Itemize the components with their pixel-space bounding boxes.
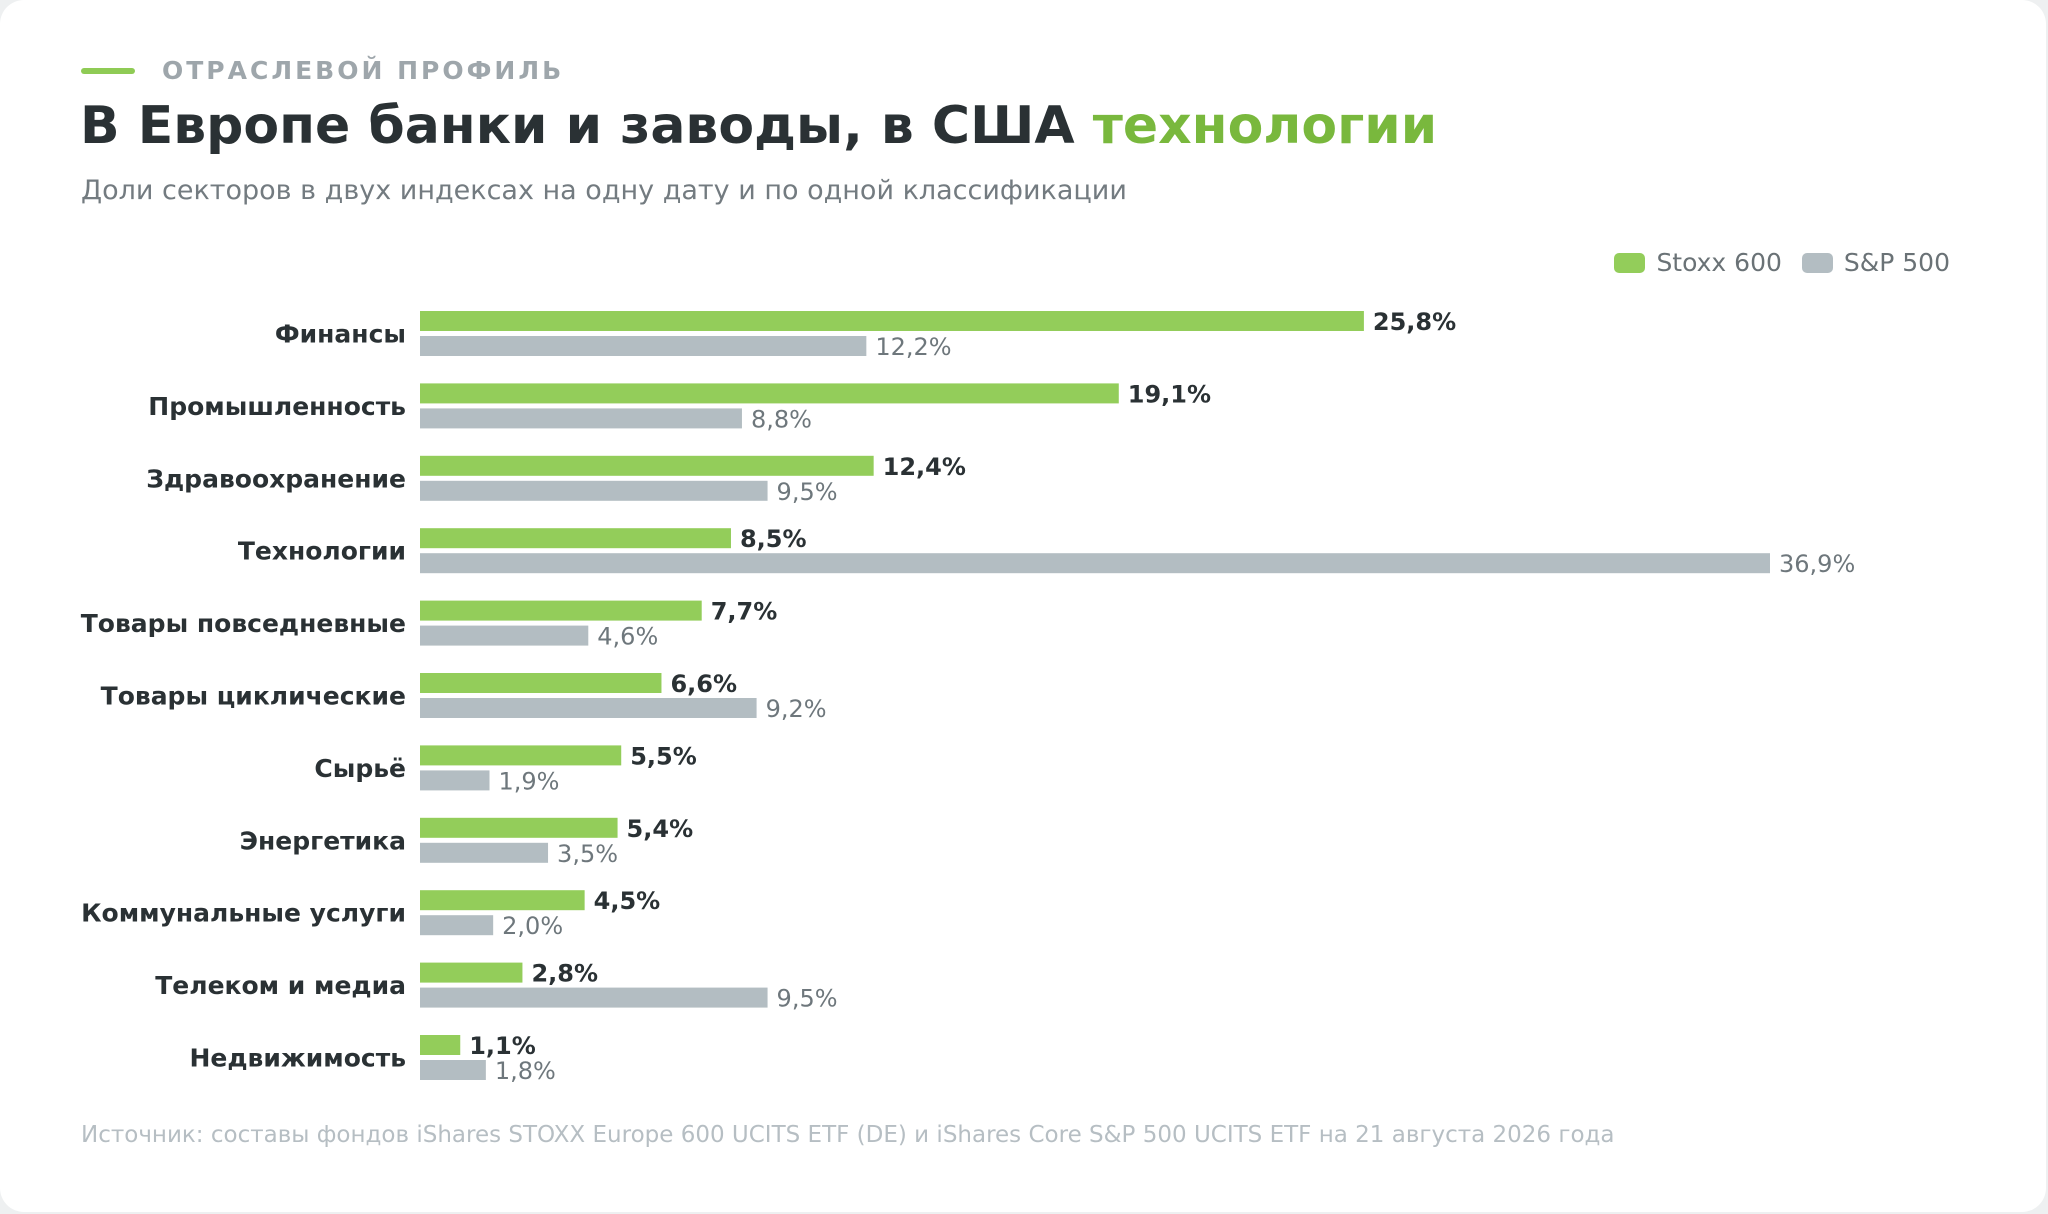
category-label: Недвижимость <box>189 1044 406 1073</box>
value-label-stoxx600: 7,7% <box>711 598 778 626</box>
value-label-sp500: 2,0% <box>502 912 563 940</box>
bar-stoxx600 <box>420 1035 461 1055</box>
chart-subtitle: Доли секторов в двух индексах на одну да… <box>81 175 1127 206</box>
bar-sp500 <box>420 842 549 863</box>
bar-sp500 <box>420 480 768 501</box>
legend-label-sp: S&P 500 <box>1843 248 1950 277</box>
title-main: В Европе банки и заводы, в США <box>80 96 1093 156</box>
value-label-sp500: 12,2% <box>875 333 951 361</box>
chart-legend: Stoxx 600 S&P 500 <box>1594 248 1950 277</box>
eyebrow-accent-line <box>81 67 135 74</box>
value-label-sp500: 36,9% <box>1779 550 1855 578</box>
value-label-sp500: 1,8% <box>495 1057 556 1085</box>
bar-stoxx600 <box>420 383 1119 404</box>
category-label: Сырьё <box>314 754 406 783</box>
legend-item-sp: S&P 500 <box>1801 248 1950 277</box>
value-label-sp500: 3,5% <box>557 840 618 868</box>
value-label-stoxx600: 2,8% <box>531 960 598 988</box>
category-label: Товары циклические <box>101 682 406 711</box>
value-label-stoxx600: 1,1% <box>469 1032 536 1060</box>
bar-sp500 <box>420 408 742 429</box>
bar-stoxx600 <box>420 817 618 838</box>
bar-stoxx600 <box>420 528 731 549</box>
category-label: Телеком и медиа <box>155 971 406 1000</box>
value-label-stoxx600: 5,5% <box>630 742 697 770</box>
eyebrow: ОТРАСЛЕВОЙ ПРОФИЛЬ <box>81 56 564 85</box>
category-label: Финансы <box>275 320 406 349</box>
category-label: Технологии <box>238 537 406 566</box>
legend-item-stoxx: Stoxx 600 <box>1614 248 1782 277</box>
category-label: Товары повседневные <box>81 609 406 638</box>
bar-sp500 <box>420 915 494 936</box>
value-label-stoxx600: 6,6% <box>670 670 737 698</box>
bar-stoxx600 <box>420 745 622 766</box>
title-accent: технологии <box>1092 96 1438 156</box>
bar-chart: Финансы 25,8% 12,2% Промышленность 19,1% 8,8%… <box>81 308 1856 1085</box>
value-label-sp500: 4,6% <box>597 623 658 651</box>
value-label-stoxx600: 4,5% <box>594 887 661 915</box>
source-note: Источник: составы фондов iShares STOXX E… <box>81 1122 1615 1148</box>
value-label-stoxx600: 12,4% <box>883 453 966 481</box>
category-label: Здравоохранение <box>146 464 406 493</box>
legend-swatch-stoxx <box>1614 252 1646 273</box>
bar-sp500 <box>420 553 1770 574</box>
bar-sp500 <box>420 987 768 1008</box>
value-label-sp500: 9,2% <box>766 695 827 723</box>
category-label: Коммунальные услуги <box>81 899 406 928</box>
bar-sp500 <box>420 625 589 646</box>
value-label-sp500: 9,5% <box>777 985 838 1013</box>
legend-label-stoxx: Stoxx 600 <box>1656 248 1782 277</box>
value-label-sp500: 1,9% <box>499 767 560 795</box>
value-label-stoxx600: 5,4% <box>627 815 694 843</box>
value-label-sp500: 8,8% <box>751 405 812 433</box>
bar-stoxx600 <box>420 962 523 983</box>
value-label-sp500: 9,5% <box>777 478 838 506</box>
legend-swatch-sp <box>1801 252 1833 273</box>
bar-sp500 <box>420 336 867 356</box>
value-label-stoxx600: 8,5% <box>740 525 807 553</box>
bar-sp500 <box>420 1060 486 1080</box>
bar-stoxx600 <box>420 455 874 476</box>
bar-stoxx600 <box>420 890 585 911</box>
bar-sp500 <box>420 698 757 718</box>
value-label-stoxx600: 25,8% <box>1373 308 1456 336</box>
bar-stoxx600 <box>420 600 702 621</box>
value-label-stoxx600: 19,1% <box>1128 380 1211 408</box>
bar-stoxx600 <box>420 311 1364 331</box>
bar-sp500 <box>420 770 490 791</box>
chart-title: В Европе банки и заводы, в США технологи… <box>80 96 1437 156</box>
category-label: Энергетика <box>240 826 406 855</box>
category-label: Промышленность <box>148 392 406 421</box>
eyebrow-text: ОТРАСЛЕВОЙ ПРОФИЛЬ <box>162 56 565 85</box>
bar-stoxx600 <box>420 673 662 693</box>
